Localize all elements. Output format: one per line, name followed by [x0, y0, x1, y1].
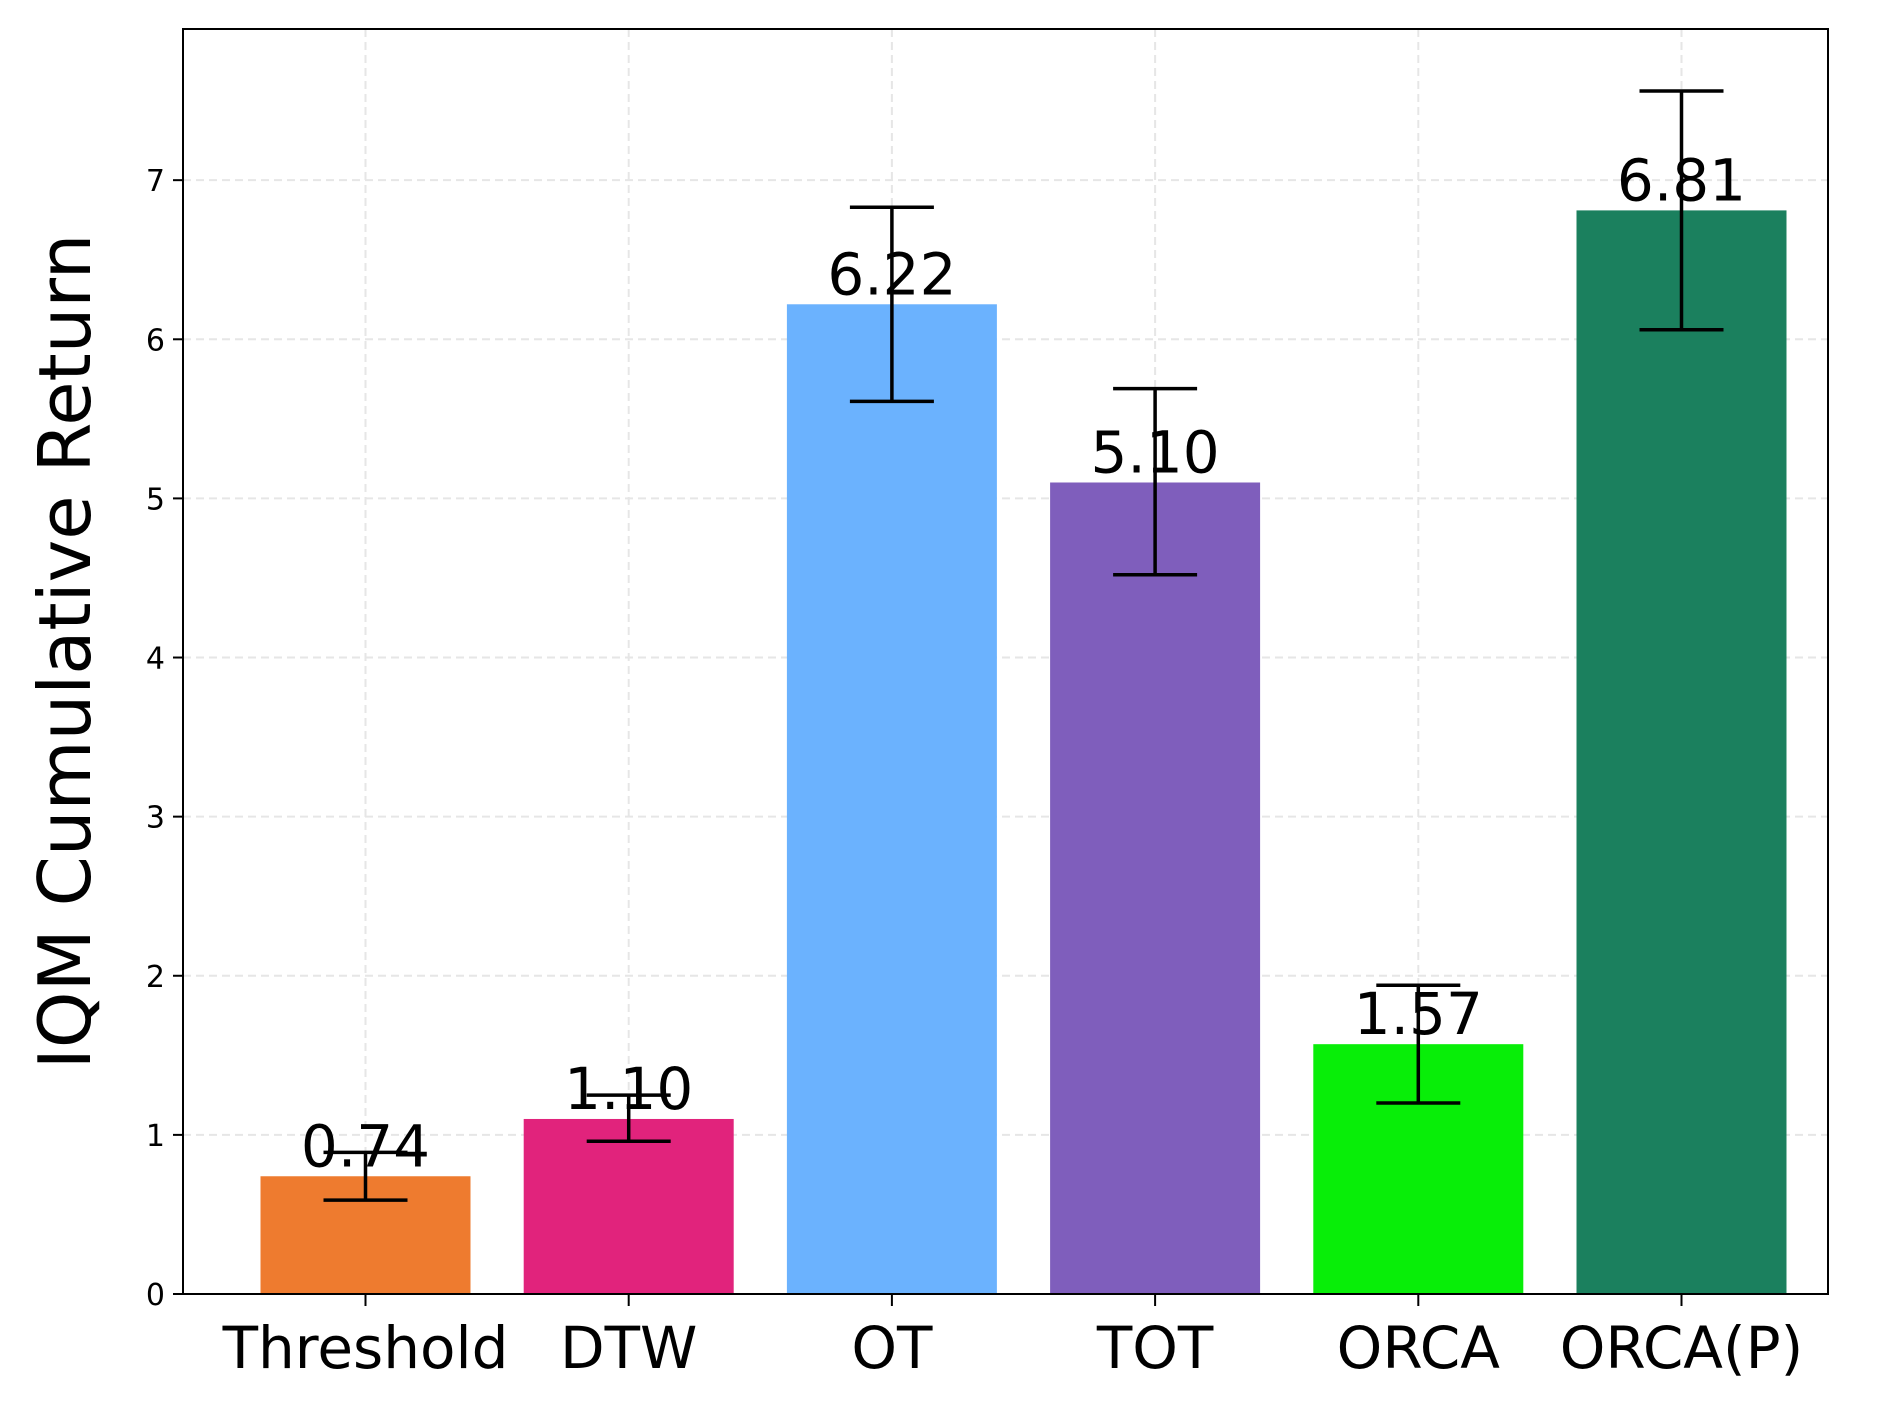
- error-bar: [586, 1093, 671, 1143]
- error-bar: [1639, 89, 1724, 332]
- y-tick-label: 7: [146, 164, 165, 199]
- data-label: 1.10: [564, 1055, 693, 1123]
- data-labels: 0.74 1.10 6.22 5.10 1.57 6.81: [301, 146, 1746, 1180]
- data-label: 5.10: [1091, 418, 1220, 486]
- x-tick-label: DTW: [560, 1314, 697, 1382]
- data-label: 1.57: [1354, 980, 1483, 1048]
- x-tick-label: TOT: [1096, 1314, 1214, 1382]
- data-label: 6.22: [827, 240, 956, 308]
- y-tick-label: 6: [146, 323, 165, 358]
- y-axis-ticks: 0 1 2 3 4 5 6 7: [146, 164, 183, 1313]
- bar-orca-p-: [1576, 210, 1787, 1294]
- plot-frame: [182, 28, 1829, 1295]
- y-tick-label: 5: [146, 482, 165, 517]
- error-bar: [323, 1150, 408, 1202]
- x-tick-label: Threshold: [222, 1314, 509, 1382]
- y-axis-label: IQM Cumulative Return: [23, 234, 107, 1070]
- y-tick-label: 2: [146, 960, 165, 995]
- bar-dtw: [523, 1118, 734, 1294]
- error-bar: [849, 205, 934, 404]
- bar-ot: [786, 304, 997, 1294]
- x-axis-ticks: Threshold DTW OT TOT ORCA ORCA(P): [222, 1294, 1803, 1382]
- y-tick-label: 3: [146, 801, 165, 836]
- error-bars: [323, 89, 1724, 1202]
- bar-tot: [1050, 482, 1261, 1294]
- x-tick-label: ORCA: [1337, 1314, 1501, 1382]
- data-label: 0.74: [301, 1112, 430, 1180]
- error-bar: [1113, 386, 1198, 577]
- y-tick-label: 1: [146, 1119, 165, 1154]
- x-tick-label: OT: [851, 1314, 933, 1382]
- x-tick-label: ORCA(P): [1560, 1314, 1803, 1382]
- bars: [260, 210, 1787, 1294]
- y-tick-label: 4: [146, 642, 165, 677]
- y-tick-label: 0: [146, 1278, 165, 1313]
- data-label: 6.81: [1617, 146, 1746, 214]
- error-bar: [1376, 983, 1461, 1105]
